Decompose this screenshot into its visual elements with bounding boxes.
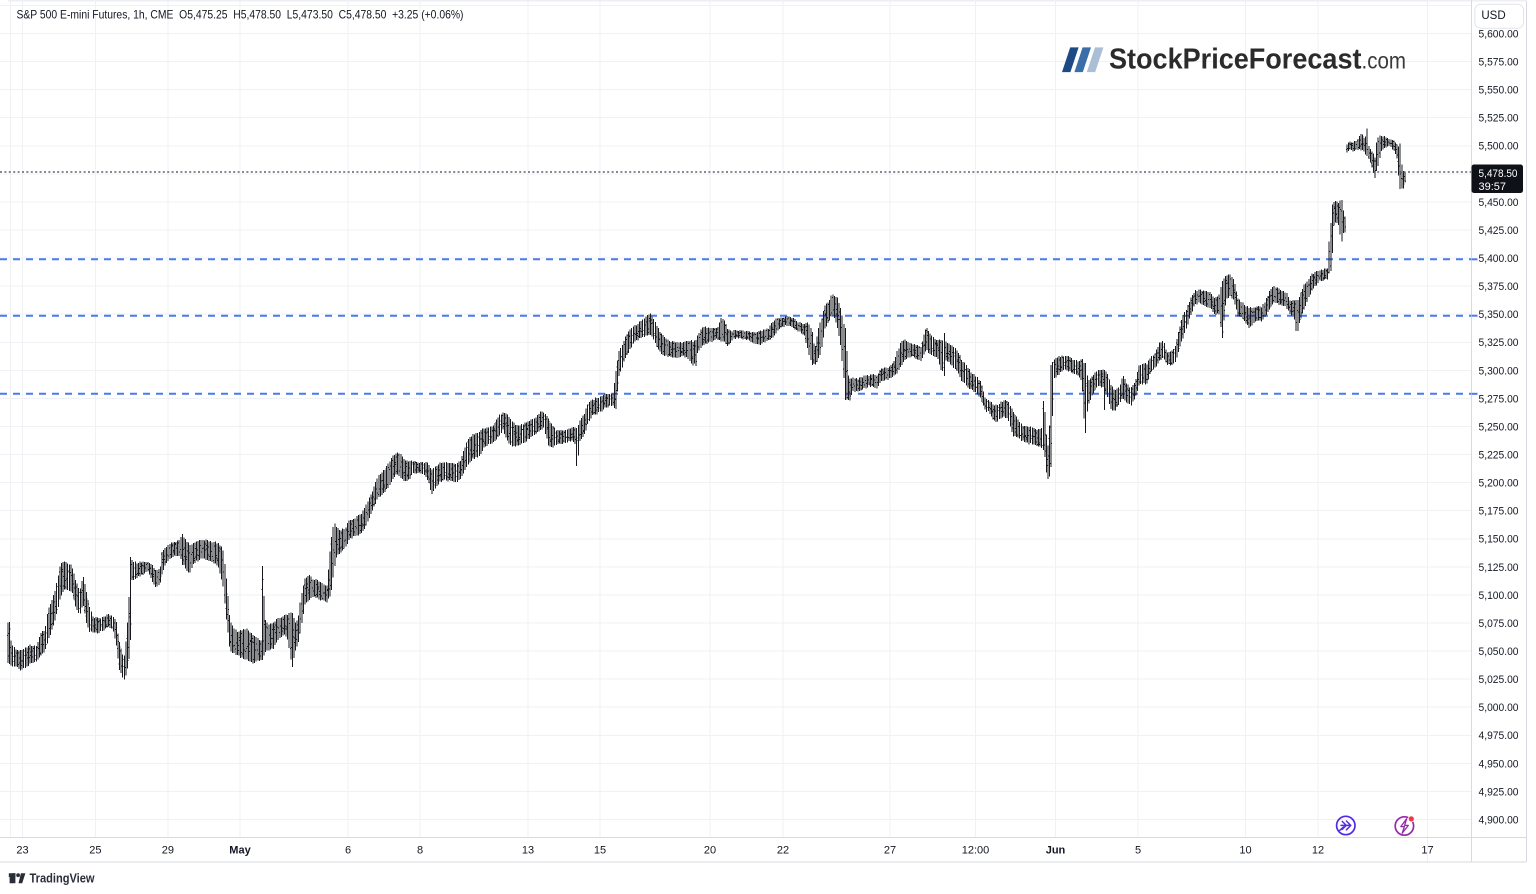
svg-text:Jun: Jun: [1046, 844, 1066, 856]
svg-text:5,525.00: 5,525.00: [1479, 113, 1519, 125]
svg-text:5,550.00: 5,550.00: [1479, 85, 1519, 97]
svg-text:15: 15: [594, 844, 606, 856]
svg-text:5,600.00: 5,600.00: [1479, 28, 1519, 40]
svg-text:22: 22: [777, 844, 789, 856]
svg-text:5,100.00: 5,100.00: [1479, 590, 1519, 602]
svg-text:StockPriceForecast: StockPriceForecast: [1109, 44, 1362, 76]
svg-text:5,450.00: 5,450.00: [1479, 197, 1519, 209]
svg-text:5,425.00: 5,425.00: [1479, 225, 1519, 237]
svg-text:S&P 500 E-mini Futures, 1h, CM: S&P 500 E-mini Futures, 1h, CME O5,475.2…: [17, 7, 464, 21]
svg-text:5,400.00: 5,400.00: [1479, 253, 1519, 265]
svg-text:27: 27: [884, 844, 896, 856]
svg-text:5,300.00: 5,300.00: [1479, 365, 1519, 377]
svg-text:5,000.00: 5,000.00: [1479, 702, 1519, 714]
svg-text:20: 20: [704, 844, 716, 856]
svg-text:29: 29: [162, 844, 174, 856]
svg-text:8: 8: [417, 844, 423, 856]
svg-text:4,975.00: 4,975.00: [1479, 730, 1519, 742]
svg-text:5,478.50: 5,478.50: [1479, 168, 1518, 180]
svg-text:5,025.00: 5,025.00: [1479, 674, 1519, 686]
svg-text:4,950.00: 4,950.00: [1479, 758, 1519, 770]
svg-text:5,275.00: 5,275.00: [1479, 393, 1519, 405]
svg-text:4,925.00: 4,925.00: [1479, 786, 1519, 798]
svg-text:5,575.00: 5,575.00: [1479, 57, 1519, 69]
svg-text:5,375.00: 5,375.00: [1479, 281, 1519, 293]
svg-text:.com: .com: [1362, 48, 1407, 74]
svg-text:13: 13: [522, 844, 534, 856]
svg-text:5,200.00: 5,200.00: [1479, 478, 1519, 490]
svg-text:5,125.00: 5,125.00: [1479, 562, 1519, 574]
svg-text:5,150.00: 5,150.00: [1479, 534, 1519, 546]
svg-text:10: 10: [1239, 844, 1251, 856]
svg-text:5,225.00: 5,225.00: [1479, 450, 1519, 462]
svg-text:5: 5: [1135, 844, 1141, 856]
svg-text:5,325.00: 5,325.00: [1479, 337, 1519, 349]
svg-text:12:00: 12:00: [962, 844, 990, 856]
svg-text:25: 25: [89, 844, 101, 856]
svg-text:6: 6: [345, 844, 351, 856]
svg-text:5,050.00: 5,050.00: [1479, 646, 1519, 658]
svg-text:5,250.00: 5,250.00: [1479, 421, 1519, 433]
svg-text:12: 12: [1312, 844, 1324, 856]
svg-text:17: 17: [1421, 844, 1433, 856]
svg-text:5,350.00: 5,350.00: [1479, 309, 1519, 321]
svg-text:23: 23: [16, 844, 28, 856]
svg-text:5,175.00: 5,175.00: [1479, 506, 1519, 518]
svg-text:TradingView: TradingView: [30, 871, 96, 886]
svg-text:5,500.00: 5,500.00: [1479, 141, 1519, 153]
svg-text:USD: USD: [1481, 10, 1505, 22]
svg-text:4,900.00: 4,900.00: [1479, 814, 1519, 826]
svg-text:39:57: 39:57: [1479, 181, 1507, 193]
svg-text:May: May: [229, 844, 251, 856]
svg-text:5,075.00: 5,075.00: [1479, 618, 1519, 630]
